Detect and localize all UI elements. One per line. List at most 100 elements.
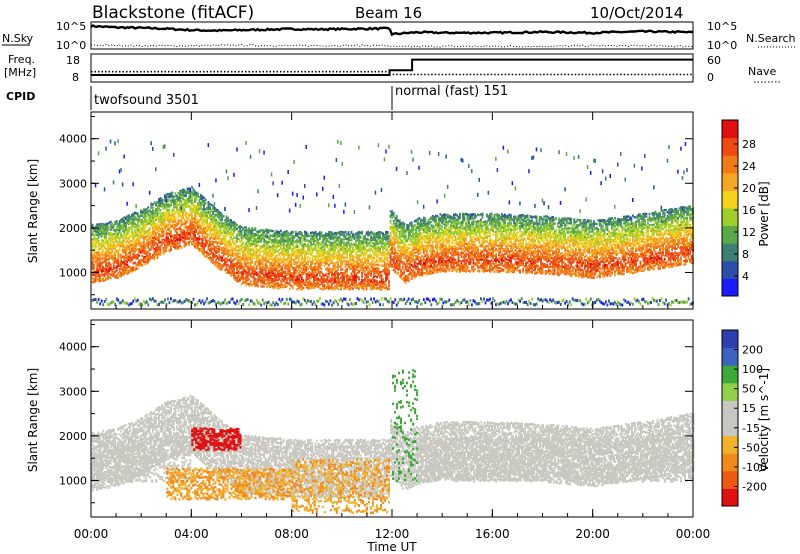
power-cell bbox=[118, 226, 121, 229]
power-cell bbox=[155, 234, 157, 237]
power-cell bbox=[132, 231, 135, 234]
power-cell bbox=[258, 149, 261, 154]
power-cell bbox=[188, 196, 190, 199]
power-cell bbox=[215, 261, 217, 264]
power-cell bbox=[194, 217, 196, 220]
power-cell bbox=[179, 226, 181, 229]
power-cell bbox=[213, 220, 216, 223]
power-cell bbox=[192, 207, 195, 210]
power-cell bbox=[118, 301, 121, 305]
power-cell bbox=[204, 217, 207, 220]
power-cell bbox=[237, 302, 240, 306]
power-cell bbox=[173, 209, 175, 212]
power-cell bbox=[198, 198, 201, 202]
power-cell bbox=[209, 228, 211, 231]
power-cell bbox=[209, 244, 211, 247]
power-cell bbox=[117, 139, 119, 144]
power-cell bbox=[139, 236, 142, 239]
power-cell bbox=[121, 239, 124, 243]
power-cell bbox=[106, 226, 109, 229]
power-cell bbox=[124, 267, 127, 270]
power-cell bbox=[93, 280, 96, 283]
power-cell bbox=[164, 222, 166, 225]
power-cell bbox=[215, 224, 217, 227]
power-cell bbox=[162, 252, 165, 255]
power-cell bbox=[164, 246, 166, 249]
power-cell bbox=[176, 195, 178, 198]
power-cell bbox=[203, 219, 205, 222]
power-cell bbox=[127, 232, 130, 235]
power-cell bbox=[195, 228, 198, 231]
power-cell bbox=[215, 218, 217, 221]
power-cell bbox=[100, 224, 103, 227]
noise-panel: N.Sky 10^5 10^0 10^5 10^0 N.Search bbox=[2, 20, 796, 52]
power-cell bbox=[200, 242, 202, 245]
power-cell bbox=[99, 302, 102, 306]
power-cell bbox=[144, 263, 147, 266]
power-cell bbox=[195, 197, 198, 200]
power-cell bbox=[251, 261, 254, 264]
power-cell bbox=[124, 241, 127, 244]
power-cell bbox=[173, 152, 175, 157]
power-cell bbox=[195, 246, 198, 249]
power-cell bbox=[109, 266, 112, 269]
power-cell bbox=[156, 248, 159, 251]
power-cell bbox=[213, 299, 216, 303]
power-cell bbox=[255, 206, 258, 210]
power-cell bbox=[165, 208, 168, 211]
power-cell bbox=[191, 191, 193, 194]
power-cell bbox=[152, 244, 154, 247]
power-cell bbox=[167, 217, 169, 220]
power-cell bbox=[155, 249, 157, 252]
power-cell bbox=[96, 238, 99, 241]
power-cell bbox=[188, 299, 190, 303]
power-cell bbox=[194, 190, 196, 193]
power-cell bbox=[240, 256, 243, 259]
power-cell bbox=[103, 187, 106, 192]
power-cell bbox=[124, 228, 127, 231]
power-cell bbox=[106, 246, 109, 249]
power-cell bbox=[103, 235, 106, 238]
power-cell bbox=[162, 234, 165, 237]
power-cell bbox=[115, 225, 118, 228]
power-cell bbox=[100, 278, 103, 281]
power-cell bbox=[123, 249, 126, 252]
power-cell bbox=[201, 221, 204, 224]
power-cell bbox=[141, 219, 144, 222]
power-cell bbox=[147, 243, 150, 246]
power-cell bbox=[130, 256, 133, 259]
power-cell bbox=[195, 239, 198, 242]
power-cell bbox=[108, 238, 111, 241]
power-cell bbox=[152, 222, 154, 225]
freq-tick-bottom: 8 bbox=[72, 71, 79, 84]
power-cell bbox=[97, 258, 100, 261]
power-cell bbox=[180, 219, 183, 222]
power-cell bbox=[132, 255, 135, 259]
power-cell bbox=[201, 229, 204, 232]
power-cell bbox=[144, 246, 147, 249]
power-cell bbox=[188, 199, 190, 202]
power-cell bbox=[136, 240, 139, 243]
power-cell bbox=[142, 257, 145, 260]
power-cell bbox=[263, 150, 265, 155]
power-cell bbox=[200, 245, 202, 248]
power-cell bbox=[126, 201, 128, 206]
power-cell bbox=[212, 222, 214, 225]
power-cell bbox=[228, 300, 231, 304]
power-cell bbox=[194, 242, 196, 245]
power-cell bbox=[179, 209, 181, 212]
power-cell bbox=[215, 220, 217, 223]
power-cell bbox=[213, 231, 216, 234]
power-cell bbox=[206, 210, 208, 213]
power-cell bbox=[197, 221, 199, 224]
nave-tick-bottom: 0 bbox=[707, 71, 714, 84]
power-cell bbox=[126, 233, 129, 236]
power-cell bbox=[153, 258, 156, 261]
power-cell bbox=[159, 209, 162, 212]
power-cell bbox=[152, 234, 154, 237]
power-cell bbox=[191, 216, 193, 219]
power-cell bbox=[96, 254, 99, 257]
power-cell bbox=[121, 249, 124, 252]
power-cell bbox=[206, 229, 208, 232]
power-cell bbox=[273, 262, 276, 265]
